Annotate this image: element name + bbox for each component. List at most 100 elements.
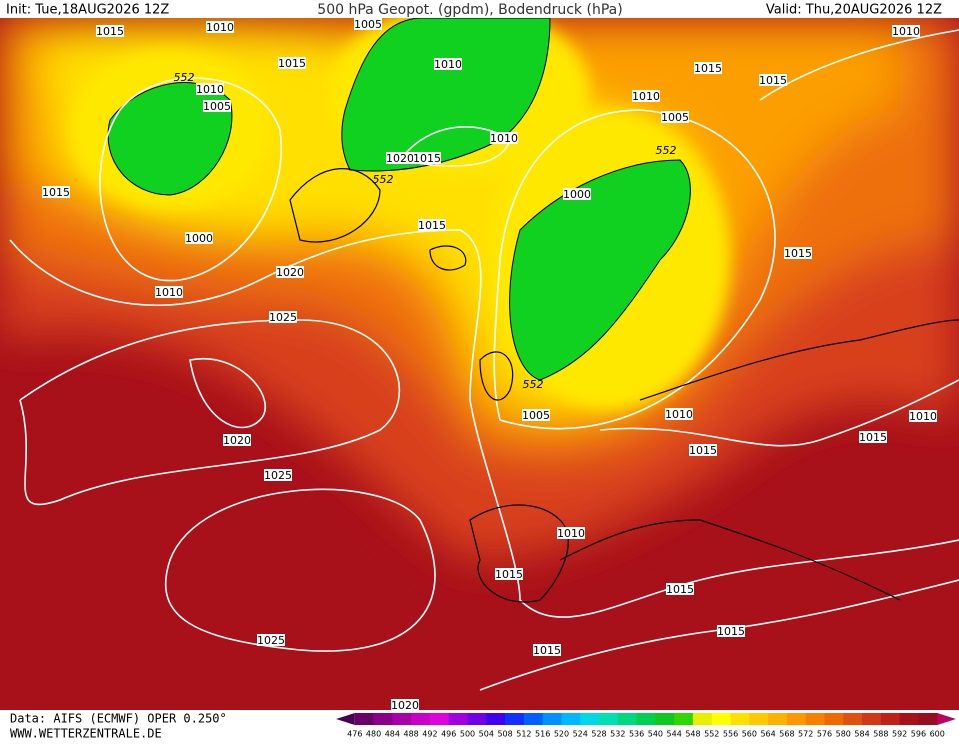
- isobar-label: 1005: [661, 111, 689, 124]
- scale-swatch: [617, 713, 638, 725]
- scale-label: 592: [892, 730, 907, 739]
- isobar-label: 1010: [196, 83, 224, 96]
- isobar-label: 1015: [96, 25, 124, 38]
- isobar-label-bg: [354, 18, 382, 30]
- isobar-label-bg: [661, 111, 689, 123]
- color-scale: 476 480 484 488 492 496 500 504 508 512 516 520 524 5…: [336, 713, 956, 739]
- scale-swatch: [505, 713, 525, 725]
- isobar-label-bg: [495, 568, 523, 580]
- data-source: Data: AIFS (ECMWF) OPER 0.250°: [10, 712, 227, 726]
- scale-label: 480: [366, 730, 381, 739]
- scale-swatch: [636, 713, 656, 725]
- scale-label: 528: [591, 730, 606, 739]
- scale-swatch: [674, 713, 694, 725]
- isobar-label: 1015: [717, 625, 745, 638]
- isobar-label-bg: [196, 83, 224, 95]
- scale-label: 504: [479, 730, 494, 739]
- isobar-label: 1020: [391, 699, 419, 712]
- scale-swatch: [843, 713, 863, 725]
- isobar-label: 1010: [665, 408, 693, 421]
- isobar-label: 1010: [490, 132, 518, 145]
- scale-label: 496: [441, 730, 456, 739]
- isobar-label-bg: [666, 583, 694, 595]
- scale-swatch: [692, 713, 713, 725]
- isobar-label-bg: [203, 100, 231, 112]
- valid-time: Valid: Thu,20AUG2026 12Z: [766, 3, 942, 18]
- scale-label: 500: [460, 730, 475, 739]
- isobar-label: 1010: [206, 21, 234, 34]
- isobar-label-bg: [759, 74, 787, 86]
- scale-swatch: [373, 713, 393, 725]
- isobar-label: 1005: [522, 409, 550, 422]
- isobar-label: 1015: [759, 74, 787, 87]
- scale-swatch: [918, 713, 938, 725]
- isobar-label-bg: [264, 469, 292, 481]
- scale-label: 548: [685, 730, 700, 739]
- scale-swatch: [730, 713, 750, 725]
- isobar-label-bg: [418, 219, 446, 231]
- isobar-label-bg: [533, 644, 561, 656]
- scale-swatch: [542, 713, 562, 725]
- scale-label: 544: [667, 730, 682, 739]
- scale-label: 600: [930, 730, 945, 739]
- scale-arrow: [937, 713, 956, 725]
- scale-swatch: [749, 713, 769, 725]
- scale-label: 508: [497, 730, 512, 739]
- scale-swatch: [486, 713, 506, 725]
- isobar-label-bg: [557, 527, 585, 539]
- isobar-label-bg: [859, 431, 887, 443]
- scale-swatch: [880, 713, 901, 725]
- isobar-label: 1015: [278, 57, 306, 70]
- scale-swatch: [411, 713, 431, 725]
- isobar-label: 1025: [269, 311, 297, 324]
- isobar-label: 1000: [563, 188, 591, 201]
- coastlines: [289, 168, 959, 603]
- isobar-label-bg: [257, 634, 285, 646]
- scale-label: 484: [385, 730, 400, 739]
- scale-label: 516: [535, 730, 550, 739]
- isobar-label: 1015: [495, 568, 523, 581]
- scale-swatch: [561, 713, 581, 725]
- scale-swatch: [655, 713, 675, 725]
- isobar-label-bg: [892, 25, 920, 37]
- isobar-label-bg: [717, 625, 745, 637]
- isobar-label: 1010: [557, 527, 585, 540]
- scale-swatch: [862, 713, 882, 725]
- scale-label: 596: [911, 730, 926, 739]
- isobar-label-bg: [689, 444, 717, 456]
- isobar-label: 1020: [276, 266, 304, 279]
- scale-label: 580: [836, 730, 851, 739]
- scale-label: 588: [873, 730, 888, 739]
- scale-label: 488: [404, 730, 419, 739]
- scale-label: 520: [554, 730, 569, 739]
- isobar-label: 1015: [666, 583, 694, 596]
- scale-swatch: [899, 713, 919, 725]
- scale-arrow: [336, 713, 355, 725]
- site: WWW.WETTERZENTRALE.DE: [10, 727, 162, 741]
- scale-swatch: [354, 713, 375, 725]
- scale-swatch: [523, 713, 544, 725]
- init-time: Init: Tue,18AUG2026 12Z: [6, 3, 169, 18]
- isobar-label: 1010: [632, 90, 660, 103]
- scale-label: 552: [704, 730, 719, 739]
- scale-swatch: [580, 713, 600, 725]
- isobar-label-bg: [434, 58, 462, 70]
- isobar-label-bg: [269, 311, 297, 323]
- isobar-label: 1015: [694, 62, 722, 75]
- isobar-label-bg: [185, 232, 213, 244]
- isobar-label-bg: [522, 409, 550, 421]
- isobar-label-bg: [278, 57, 306, 69]
- isobar-label: 1015: [413, 152, 441, 165]
- isobar-label: 1025: [257, 634, 285, 647]
- scale-label: 524: [573, 730, 588, 739]
- scale-swatch: [768, 713, 788, 725]
- scale-label: 512: [516, 730, 531, 739]
- isobar-label: 1015: [784, 247, 812, 260]
- scale-label: 572: [798, 730, 813, 739]
- isobar-label: 1010: [892, 25, 920, 38]
- isobar-label-bg: [96, 25, 124, 37]
- isobar-label: 1015: [418, 219, 446, 232]
- scale-label: 564: [760, 730, 775, 739]
